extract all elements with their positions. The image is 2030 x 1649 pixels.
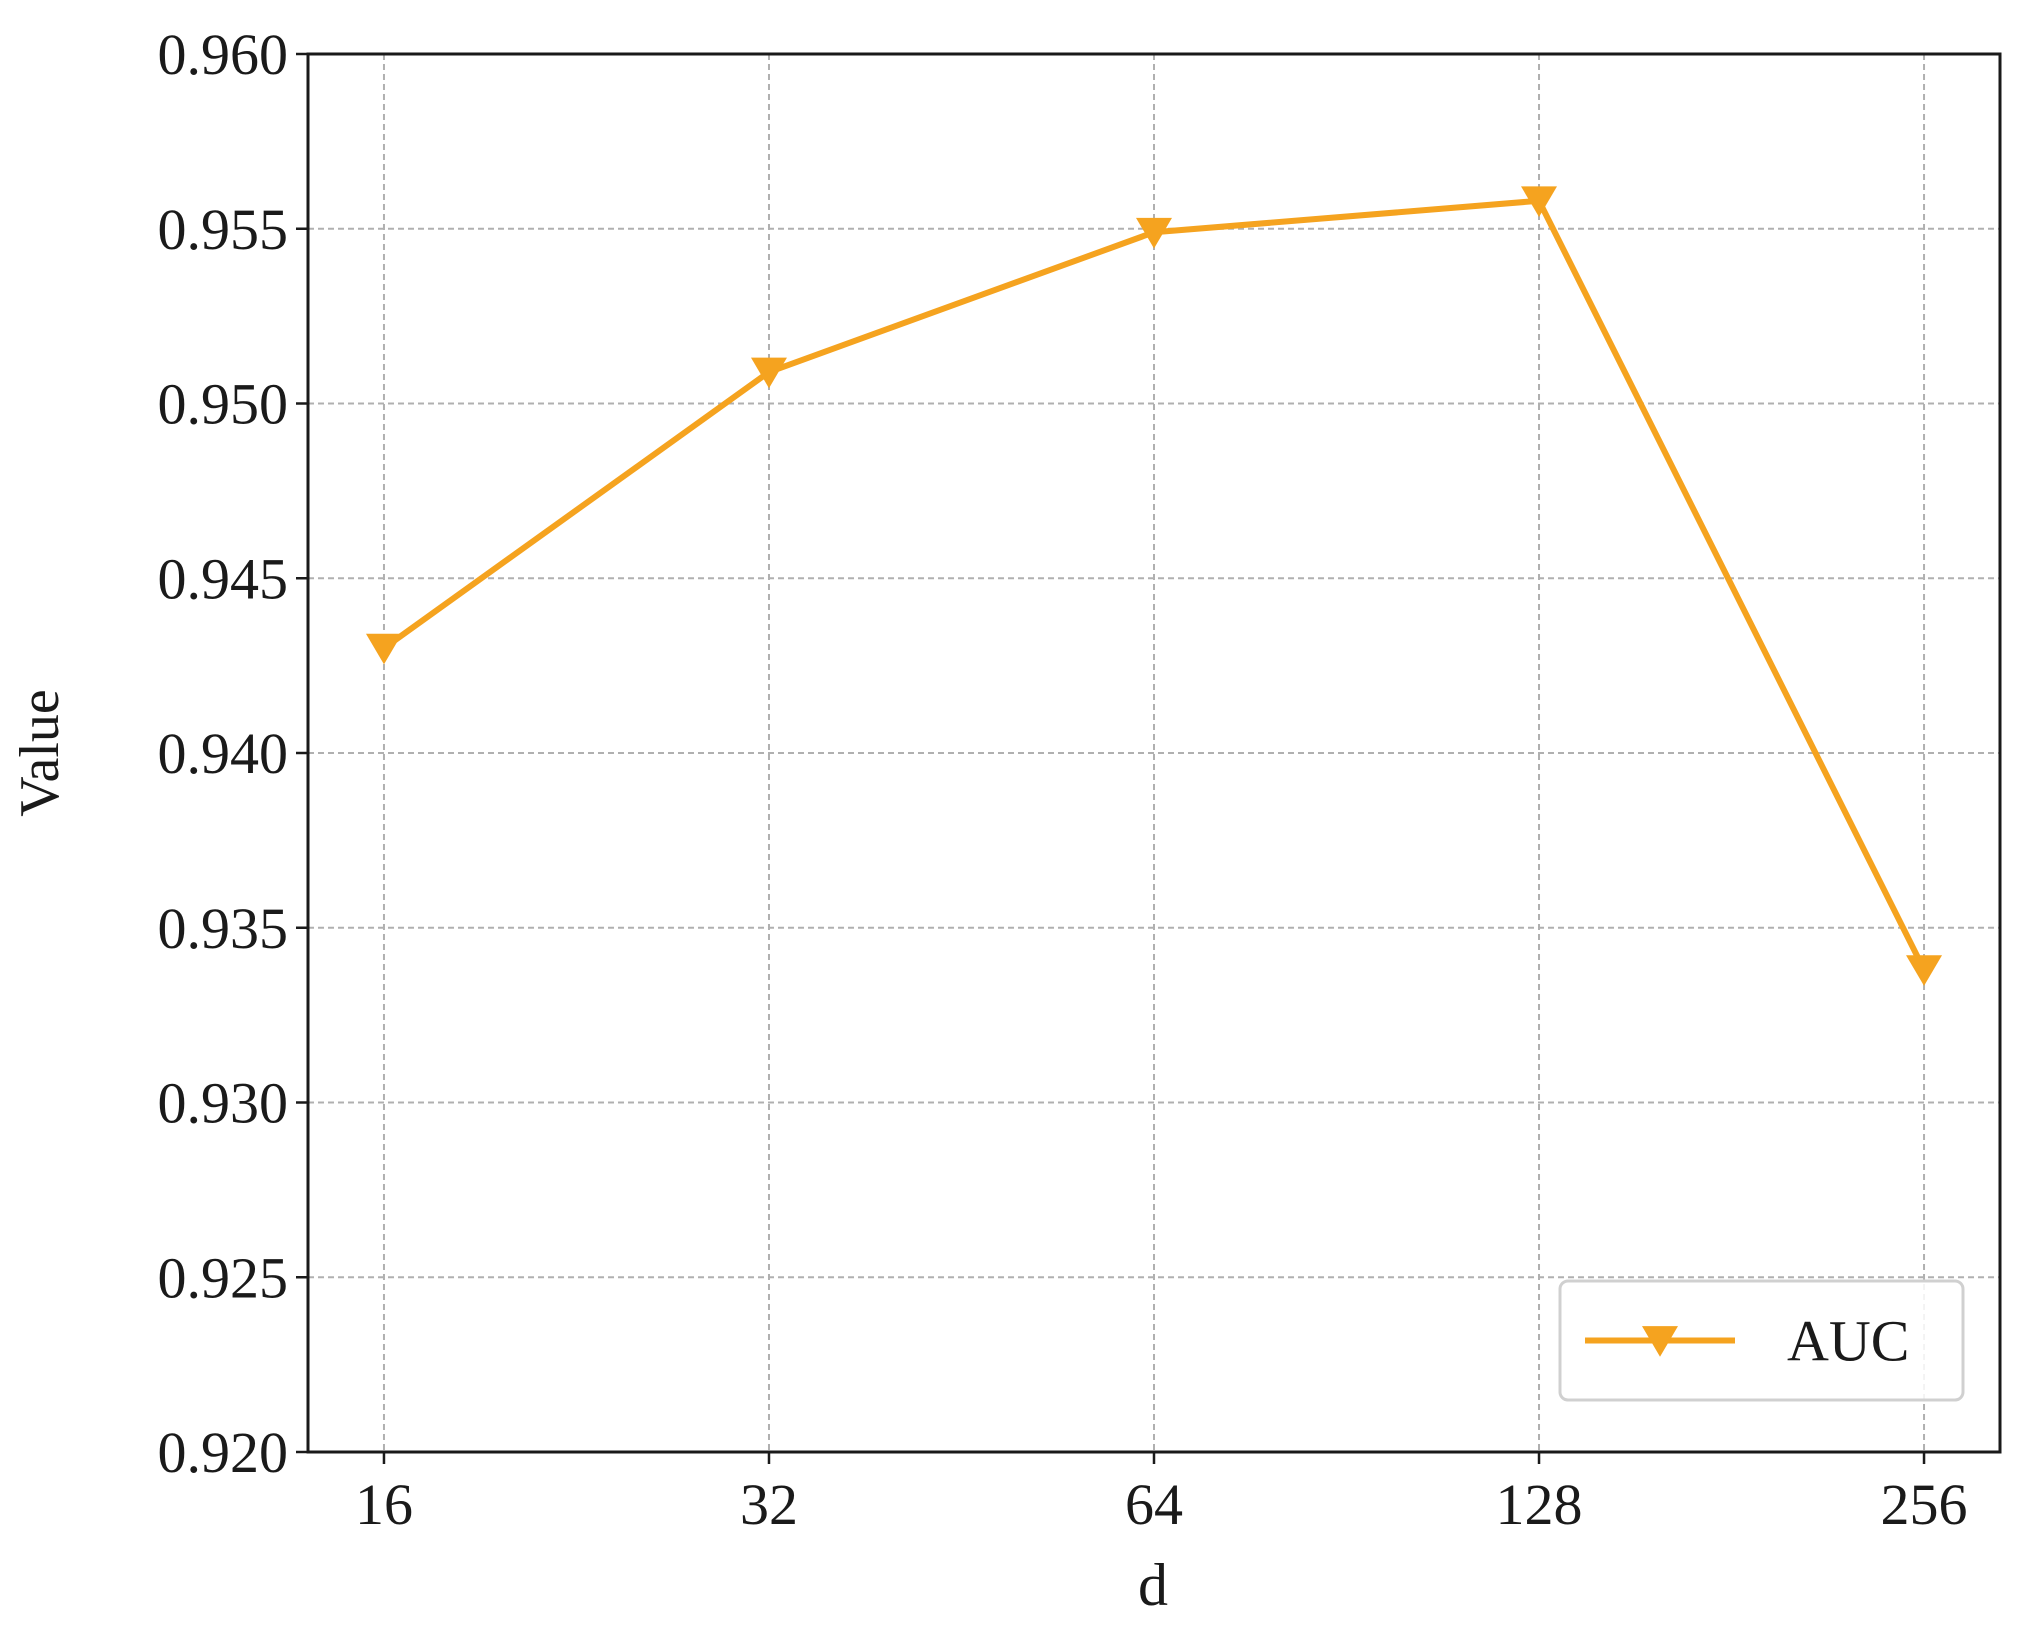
legend-box	[1558, 1279, 1965, 1402]
y-tick-label: 0.935	[158, 896, 289, 961]
y-tick-label: 0.945	[158, 546, 289, 611]
y-tick-label: 0.955	[158, 197, 289, 262]
y-tick-label: 0.930	[158, 1071, 289, 1136]
data-point	[365, 633, 402, 665]
x-axis-label: d	[1138, 1552, 1168, 1618]
data-point	[1906, 955, 1943, 986]
y-axis-label: Value	[9, 689, 71, 817]
y-tick-label: 0.920	[158, 1420, 289, 1485]
x-tick-label: 16	[355, 1472, 413, 1537]
y-tick-label: 0.950	[158, 372, 289, 437]
y-tick-label: 0.925	[158, 1245, 289, 1310]
legend-marker	[1642, 1326, 1678, 1357]
plot-frame	[306, 52, 2002, 1454]
x-tick-label: 256	[1881, 1472, 1968, 1537]
y-tick-label: 0.960	[158, 22, 289, 87]
x-tick-label: 64	[1125, 1472, 1183, 1537]
x-tick-label: 128	[1496, 1472, 1583, 1537]
x-tick-label: 32	[740, 1472, 798, 1537]
data-point	[750, 357, 787, 389]
y-tick-label: 0.940	[158, 721, 289, 786]
data-point	[1521, 186, 1558, 217]
data-point	[1136, 217, 1172, 249]
legend-label: AUC	[1787, 1309, 1909, 1374]
